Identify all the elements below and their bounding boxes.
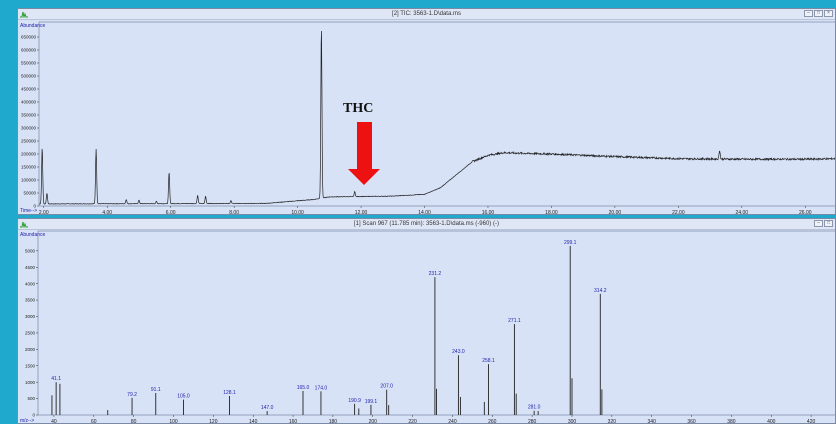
ms-x-tick-label: 340: [648, 419, 657, 424]
tic-y-tick-label: 300000: [21, 126, 37, 131]
thc-annotation: THC: [343, 101, 374, 116]
ms-peak-label: 79.2: [127, 392, 137, 398]
tic-y-tick-label: 450000: [21, 87, 37, 92]
ms-peak-label: 271.1: [508, 318, 521, 324]
ms-peak-label: 174.0: [315, 385, 328, 391]
tic-y-tick-label: 400000: [21, 100, 37, 105]
tic-x-tick-label: 12.00: [355, 210, 368, 215]
maximize-button[interactable]: □: [814, 10, 823, 17]
tic-plot-frame: [38, 21, 835, 207]
spectrum-app-icon: [20, 221, 28, 228]
ms-x-tick-label: 160: [289, 419, 298, 424]
ms-peak-label: 41.1: [51, 376, 61, 382]
tic-x-tick-label: 2.00: [39, 210, 49, 215]
ms-x-tick-label: 280: [528, 419, 537, 424]
tic-y-tick-label: 500000: [21, 74, 37, 79]
tic-x-tick-label: 14.00: [418, 210, 431, 215]
tic-x-tick-label: 26.00: [799, 210, 812, 215]
ms-x-tick-label: 320: [608, 419, 617, 424]
chromatogram-app-icon: [20, 11, 28, 18]
mass-spectrum-chart[interactable]: Abundance m/z-->0 500 1000 1500 2000 2500 3000 3…: [18, 219, 836, 424]
scan-titlebar: [1] Scan 967 (11.785 min): 3563-1.D\data…: [18, 219, 835, 230]
ms-peak-label: 91.1: [151, 387, 161, 393]
ms-peak-label: 165.0: [297, 385, 310, 391]
tic-chart[interactable]: Abundance Time-->0 50000 100000 150000 200000…: [18, 9, 836, 215]
tic-x-tick-label: 22.00: [672, 210, 685, 215]
tic-trace-line: [38, 30, 835, 205]
minimize-button[interactable]: –: [804, 10, 813, 17]
tic-y-tick-label: 0: [33, 204, 36, 209]
minimize-button[interactable]: –: [814, 220, 823, 227]
ms-x-tick-label: 380: [727, 419, 736, 424]
ms-x-tick-label: 120: [209, 419, 218, 424]
ms-x-axis-label: m/z-->: [20, 418, 34, 424]
ms-y-tick-label: 1500: [25, 363, 36, 368]
ms-x-tick-label: 140: [249, 419, 258, 424]
ms-x-tick-label: 200: [369, 419, 378, 424]
ms-peak-label: 147.0: [261, 405, 274, 411]
maximize-button[interactable]: □: [824, 220, 833, 227]
ms-x-tick-label: 80: [131, 419, 137, 424]
ms-y-tick-label: 3500: [25, 298, 36, 303]
ms-y-tick-label: 0: [32, 413, 35, 418]
tic-titlebar: [2] TIC: 3563-1.D\data.ms – □ ×: [18, 9, 835, 20]
tic-y-tick-label: 200000: [21, 152, 37, 157]
ms-x-tick-label: 40: [51, 419, 57, 424]
ms-peak-label: 128.1: [223, 390, 236, 396]
tic-x-tick-label: 20.00: [609, 210, 622, 215]
ms-peak-label: 243.0: [452, 349, 465, 355]
ms-peak-label: 258.1: [482, 358, 495, 364]
ms-x-tick-label: 360: [687, 419, 696, 424]
tic-x-tick-label: 24.00: [736, 210, 749, 215]
tic-x-tick-label: 4.00: [102, 210, 112, 215]
ms-peak-label: 105.0: [177, 394, 190, 400]
scan-title: [1] Scan 967 (11.785 min): 3563-1.D\data…: [354, 221, 499, 227]
ms-peak-label: 281.0: [528, 405, 541, 411]
ms-peak-label: 207.0: [380, 384, 393, 390]
ms-x-tick-label: 100: [169, 419, 178, 424]
ms-peak-label: 231.2: [429, 271, 442, 277]
tic-y-tick-label: 150000: [21, 165, 37, 170]
ms-peak-label: 190.9: [348, 398, 361, 404]
tic-y-tick-label: 650000: [21, 35, 37, 40]
ms-y-tick-label: 1000: [25, 380, 36, 385]
ms-x-tick-label: 420: [807, 419, 816, 424]
tic-y-tick-label: 350000: [21, 113, 37, 118]
ms-y-tick-label: 2500: [25, 331, 36, 336]
ms-y-tick-label: 4000: [25, 281, 36, 286]
ms-y-tick-label: 500: [27, 396, 35, 401]
tic-x-axis-label: Time-->: [20, 208, 37, 214]
ms-x-tick-label: 400: [767, 419, 776, 424]
close-button[interactable]: ×: [824, 10, 833, 17]
tic-y-tick-label: 600000: [21, 48, 37, 53]
tic-y-axis-label: Abundance: [20, 23, 46, 29]
ms-x-tick-label: 260: [488, 419, 497, 424]
tic-x-tick-label: 8.00: [229, 210, 239, 215]
tic-window: [2] TIC: 3563-1.D\data.ms – □ × Abundanc…: [17, 8, 836, 215]
ms-peak-label: 199.1: [365, 399, 378, 405]
ms-x-tick-label: 220: [408, 419, 417, 424]
ms-plot-frame: [37, 230, 835, 416]
ms-x-tick-label: 240: [448, 419, 457, 424]
ms-x-tick-label: 300: [568, 419, 577, 424]
ms-y-tick-label: 3000: [25, 314, 36, 319]
tic-x-tick-label: 6.00: [166, 210, 176, 215]
tic-x-tick-label: 18.00: [545, 210, 558, 215]
tic-y-tick-label: 550000: [21, 61, 37, 66]
tic-y-tick-label: 100000: [21, 178, 37, 183]
ms-x-tick-label: 60: [91, 419, 97, 424]
tic-y-tick-label: 250000: [21, 139, 37, 144]
ms-y-tick-label: 4500: [25, 265, 36, 270]
scan-window: [1] Scan 967 (11.785 min): 3563-1.D\data…: [17, 218, 836, 424]
tic-title: [2] TIC: 3563-1.D\data.ms: [392, 11, 461, 17]
ms-y-tick-label: 5000: [25, 248, 36, 253]
ms-peak-label: 314.2: [594, 288, 607, 294]
tic-y-tick-label: 50000: [23, 191, 36, 196]
ms-peak-label: 299.1: [564, 240, 577, 246]
ms-y-tick-label: 2000: [25, 347, 36, 352]
ms-y-axis-label: Abundance: [20, 232, 46, 238]
ms-x-tick-label: 180: [329, 419, 338, 424]
tic-x-tick-label: 16.00: [482, 210, 495, 215]
tic-x-tick-label: 10.00: [291, 210, 304, 215]
